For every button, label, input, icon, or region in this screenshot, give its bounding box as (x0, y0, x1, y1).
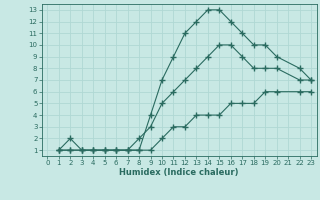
X-axis label: Humidex (Indice chaleur): Humidex (Indice chaleur) (119, 168, 239, 177)
